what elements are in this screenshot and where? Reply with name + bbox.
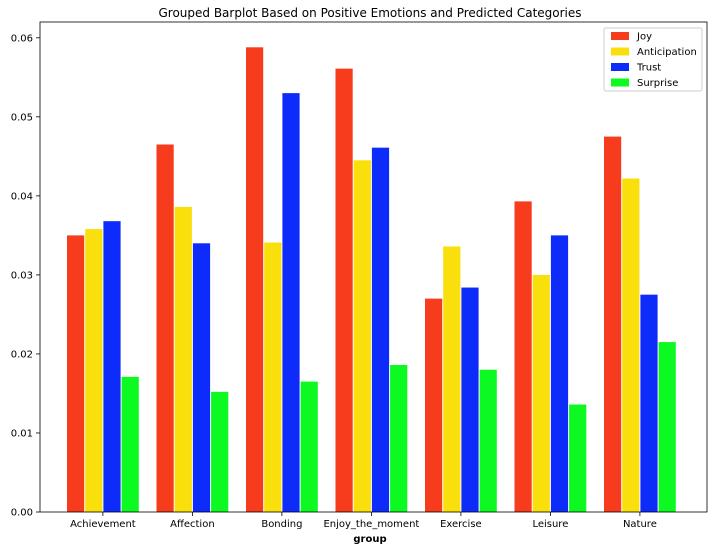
legend-swatch-anticipation xyxy=(611,47,629,56)
legend-swatch-surprise xyxy=(611,78,629,87)
bar-surprise-leisure xyxy=(569,404,587,512)
legend-swatch-joy xyxy=(611,32,629,40)
legend-frame xyxy=(603,27,703,92)
bar-anticipation-affection xyxy=(174,206,192,512)
legend-label-joy: Joy xyxy=(636,32,652,43)
y-tick-label: 0.03 xyxy=(11,270,33,281)
bar-anticipation-achievement xyxy=(85,229,103,512)
bar-trust-enjoy_the_moment xyxy=(371,147,390,512)
legend-label-trust: Trust xyxy=(636,63,661,74)
bar-surprise-bonding xyxy=(300,381,318,512)
bar-anticipation-nature xyxy=(622,178,640,512)
legend: Joy Anticipation Trust Surprise xyxy=(603,27,703,92)
x-tick-label: Nature xyxy=(623,519,657,530)
bars-layer xyxy=(67,47,676,513)
bar-surprise-affection xyxy=(211,391,229,512)
y-tick-label: 0.02 xyxy=(11,349,33,360)
y-tick-label: 0.00 xyxy=(11,508,33,519)
bar-joy-enjoy_the_moment xyxy=(335,68,353,513)
bar-trust-achievement xyxy=(103,221,121,512)
y-axis: 0.00 0.01 0.02 0.03 0.04 0.05 0.06 xyxy=(11,33,40,519)
bar-joy-leisure xyxy=(514,201,532,512)
bar-trust-bonding xyxy=(282,93,300,513)
bar-joy-bonding xyxy=(246,47,264,513)
bar-trust-leisure xyxy=(550,235,569,513)
bar-joy-achievement xyxy=(67,235,85,513)
bar-anticipation-exercise xyxy=(443,246,461,513)
legend-label-surprise: Surprise xyxy=(637,78,678,89)
bar-trust-nature xyxy=(640,294,658,512)
plot-frame xyxy=(39,21,708,513)
bar-surprise-exercise xyxy=(479,369,497,512)
x-axis: Achievement Affection Bonding Enjoy_the_mom… xyxy=(70,512,657,530)
x-axis-title: group xyxy=(353,534,386,545)
y-tick-label: 0.01 xyxy=(11,428,33,439)
bar-anticipation-leisure xyxy=(532,274,550,512)
bar-surprise-enjoy_the_moment xyxy=(390,365,408,512)
bar-surprise-nature xyxy=(658,342,676,512)
y-tick-label: 0.04 xyxy=(11,191,33,202)
x-tick-label: Affection xyxy=(170,519,215,530)
x-tick-label: Achievement xyxy=(70,519,136,530)
bar-surprise-achievement xyxy=(121,376,139,512)
bar-joy-affection xyxy=(156,144,174,512)
legend-label-anticipation: Anticipation xyxy=(637,47,697,58)
legend-swatch-trust xyxy=(611,63,629,71)
bar-joy-exercise xyxy=(425,298,443,512)
x-tick-label: Exercise xyxy=(440,519,482,530)
bar-trust-affection xyxy=(192,243,211,512)
bar-trust-exercise xyxy=(461,287,479,512)
x-tick-label: Leisure xyxy=(532,519,568,530)
x-tick-label: Bonding xyxy=(261,519,302,530)
bar-joy-nature xyxy=(604,136,622,512)
bar-anticipation-bonding xyxy=(264,242,282,512)
chart-title: Grouped Barplot Based on Positive Emotio… xyxy=(158,6,581,20)
y-tick-label: 0.05 xyxy=(11,112,33,123)
bar-anticipation-enjoy_the_moment xyxy=(353,160,371,512)
x-tick-label: Enjoy_the_moment xyxy=(323,519,419,530)
y-tick-label: 0.06 xyxy=(11,33,33,44)
